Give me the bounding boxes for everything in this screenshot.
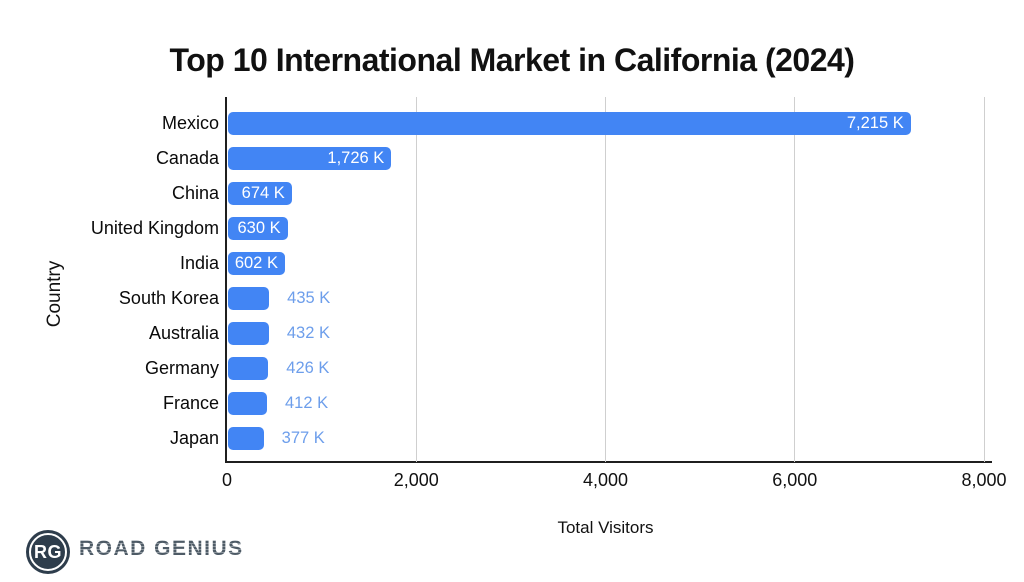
bar-value-label: 377 K	[281, 429, 325, 447]
chart-title: Top 10 International Market in Californi…	[169, 42, 855, 78]
x-tick-label-2000: 2,000	[393, 470, 439, 490]
bar-japan: 377 K	[228, 427, 325, 450]
category-label-united-kingdom: United Kingdom	[90, 218, 219, 238]
bar-value-label: 412 K	[284, 394, 329, 412]
bar-value-label: 426 K	[286, 359, 330, 377]
bar-value-label: 435 K	[287, 289, 331, 307]
category-label-china: China	[171, 183, 219, 203]
plot-area: 7,215 K 1,726 K 674 K 630 K 602 K 435 K 432 K 4…	[227, 97, 985, 462]
category-label-france: France	[162, 393, 219, 413]
y-axis-title: Country	[44, 260, 65, 328]
gridline	[794, 97, 796, 462]
bar-south-korea: 435 K	[228, 287, 330, 310]
bar-australia: 432 K	[228, 322, 330, 345]
bar-value-label: 630 K	[237, 219, 281, 237]
x-tick-label-8000: 8,000	[961, 470, 1007, 490]
gridline	[415, 97, 417, 462]
bar-value-label: 7,215 K	[846, 114, 904, 132]
bar-value-label: 1,726 K	[327, 149, 385, 167]
x-axis-title: Total Visitors	[557, 518, 654, 537]
category-label-germany: Germany	[144, 358, 219, 378]
gridline	[983, 97, 985, 462]
road-genius-logo: RG	[26, 530, 70, 574]
bar-india: 602 K	[228, 252, 285, 275]
category-label-canada: Canada	[155, 148, 219, 168]
bar-canada: 1,726 K	[228, 147, 392, 170]
bar-united-kingdom: 630 K	[228, 217, 288, 240]
gridline	[605, 97, 606, 462]
category-label-south-korea: South Korea	[118, 288, 219, 308]
x-tick-label-4000: 4,000	[582, 470, 629, 490]
category-label-japan: Japan	[169, 428, 219, 448]
bar-value-label: 674 K	[241, 184, 285, 202]
bar-value-label: 432 K	[286, 324, 330, 342]
bar-mexico: 7,215 K	[228, 112, 911, 135]
bar-germany: 426 K	[228, 357, 329, 380]
bar-france: 412 K	[228, 392, 328, 415]
x-tick-label-6000: 6,000	[772, 470, 818, 490]
logo-monogram: RG	[34, 541, 62, 562]
category-label-australia: Australia	[148, 323, 219, 343]
road-genius-wordmark: ROAD GENIUS	[79, 537, 244, 560]
category-label-mexico: Mexico	[161, 113, 219, 133]
bar-value-label: 602 K	[234, 254, 278, 272]
x-tick-label-0: 0	[221, 470, 233, 490]
bar-china: 674 K	[228, 182, 292, 205]
category-label-india: India	[179, 253, 219, 273]
y-axis-line	[225, 97, 227, 463]
x-axis-line	[225, 461, 992, 463]
